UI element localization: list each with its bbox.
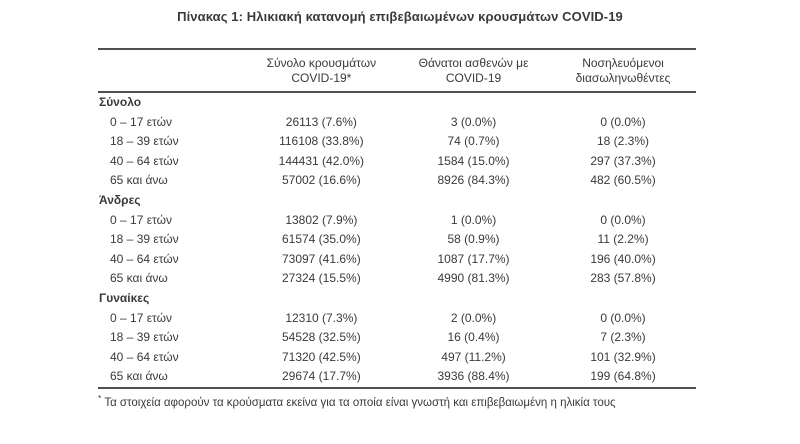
deaths-cell: 16 (0.4%) <box>447 330 500 345</box>
deaths-cell: 58 (0.9%) <box>447 232 500 247</box>
cases-cell: 13802 (7.9%) <box>285 212 358 227</box>
cases-cell: 144431 (42.0%) <box>278 153 365 168</box>
cases-cell: 29674 (17.7%) <box>281 369 361 384</box>
section-header-men: Άνδρες <box>98 191 696 211</box>
age-cell: 40 – 64 ετών <box>110 153 179 168</box>
table-row: 65 και άνω 29674 (17.7%) 3936 (88.4%) 19… <box>98 367 696 387</box>
deaths-cell: 1584 (15.0%) <box>437 153 510 168</box>
footnote-asterisk: * <box>98 393 102 403</box>
deaths-cell: 3 (0.0%) <box>450 114 497 129</box>
table-row: 0 – 17 ετών 26113 (7.6%) 3 (0.0%) 0 (0.0… <box>98 113 696 133</box>
table-row: 0 – 17 ετών 12310 (7.3%) 2 (0.0%) 0 (0.0… <box>98 309 696 329</box>
table-row: 65 και άνω 57002 (16.6%) 8926 (84.3%) 48… <box>98 171 696 191</box>
deaths-cell: 74 (0.7%) <box>447 134 500 149</box>
section-label: Άνδρες <box>99 192 141 207</box>
deaths-cell: 2 (0.0%) <box>450 310 497 325</box>
intubated-cell: 11 (2.2%) <box>597 232 649 247</box>
age-cell: 40 – 64 ετών <box>110 251 179 266</box>
intubated-cell: 101 (32.9%) <box>590 349 656 364</box>
table-title: Πίνακας 1: Ηλικιακή κατανομή επιβεβαιωμέ… <box>177 9 623 24</box>
footnote: * Τα στοιχεία αφορούν τα κρούσματα εκείνα… <box>98 391 738 410</box>
age-cell: 0 – 17 ετών <box>110 310 172 325</box>
cases-cell: 61574 (35.0%) <box>281 232 361 247</box>
cases-cell: 27324 (15.5%) <box>281 271 361 286</box>
table-row: 18 – 39 ετών 61574 (35.0%) 58 (0.9%) 11 … <box>98 230 696 250</box>
column-header-age-spacer <box>98 56 246 86</box>
table-row: 40 – 64 ετών 73097 (41.6%) 1087 (17.7%) … <box>98 250 696 270</box>
footnote-text: Τα στοιχεία αφορούν τα κρούσματα εκείνα … <box>104 396 616 409</box>
column-header-line: Νοσηλευόμενοι <box>582 56 664 70</box>
column-header-deaths: Θάνατοι ασθενών με COVID-19 <box>397 56 550 86</box>
table-row: 40 – 64 ετών 144431 (42.0%) 1584 (15.0%)… <box>98 152 696 172</box>
deaths-cell: 497 (11.2%) <box>441 349 506 364</box>
cases-cell: 26113 (7.6%) <box>285 114 357 129</box>
age-cell: 65 και άνω <box>110 271 168 286</box>
column-header-line: Θάνατοι ασθενών με <box>418 56 529 70</box>
table-header-row: Σύνολο κρουσμάτων COVID-19* Θάνατοι ασθε… <box>98 50 696 93</box>
column-header-line: Σύνολο κρουσμάτων <box>266 56 377 70</box>
intubated-cell: 0 (0.0%) <box>600 212 646 227</box>
column-header-line: COVID-19* <box>291 71 352 85</box>
intubated-cell: 297 (37.3%) <box>590 153 656 168</box>
intubated-cell: 199 (64.8%) <box>590 369 656 384</box>
age-cell: 65 και άνω <box>110 173 168 188</box>
table-body: Σύνολο 0 – 17 ετών 26113 (7.6%) 3 (0.0%)… <box>98 93 696 387</box>
section-header-total: Σύνολο <box>98 93 696 113</box>
table-row: 40 – 64 ετών 71320 (42.5%) 497 (11.2%) 1… <box>98 348 696 368</box>
section-header-women: Γυναίκες <box>98 289 696 309</box>
deaths-cell: 4990 (81.3%) <box>437 271 510 286</box>
age-cell: 0 – 17 ετών <box>110 114 172 129</box>
deaths-cell: 1 (0.0%) <box>450 212 497 227</box>
intubated-cell: 482 (60.5%) <box>590 173 656 188</box>
deaths-cell: 8926 (84.3%) <box>437 173 510 188</box>
cases-cell: 57002 (16.6%) <box>281 173 361 188</box>
age-cell: 18 – 39 ετών <box>110 330 179 345</box>
age-cell: 65 και άνω <box>110 369 168 384</box>
age-distribution-table: Σύνολο κρουσμάτων COVID-19* Θάνατοι ασθε… <box>98 48 696 389</box>
cases-cell: 12310 (7.3%) <box>285 310 358 325</box>
intubated-cell: 18 (2.3%) <box>597 134 650 149</box>
table-row: 18 – 39 ετών 54528 (32.5%) 16 (0.4%) 7 (… <box>98 328 696 348</box>
cases-cell: 116108 (33.8%) <box>279 134 364 149</box>
table-row: 65 και άνω 27324 (15.5%) 4990 (81.3%) 28… <box>98 269 696 289</box>
age-cell: 0 – 17 ετών <box>110 212 172 227</box>
intubated-cell: 0 (0.0%) <box>600 310 646 325</box>
deaths-cell: 1087 (17.7%) <box>437 251 510 266</box>
column-header-intubated: Νοσηλευόμενοι διασωληνωθέντες <box>550 56 696 86</box>
cases-cell: 71320 (42.5%) <box>281 349 361 364</box>
intubated-cell: 283 (57.8%) <box>590 271 656 286</box>
column-header-line: διασωληνωθέντες <box>575 71 671 85</box>
column-header-line: COVID-19 <box>445 71 502 85</box>
column-header-total-cases: Σύνολο κρουσμάτων COVID-19* <box>246 56 397 86</box>
intubated-cell: 196 (40.0%) <box>590 251 656 266</box>
cases-cell: 73097 (41.6%) <box>281 251 361 266</box>
age-cell: 18 – 39 ετών <box>110 232 179 247</box>
section-label: Γυναίκες <box>99 290 150 305</box>
intubated-cell: 0 (0.0%) <box>600 114 646 129</box>
cases-cell: 54528 (32.5%) <box>281 330 361 345</box>
deaths-cell: 3936 (88.4%) <box>437 369 510 384</box>
table-row: 0 – 17 ετών 13802 (7.9%) 1 (0.0%) 0 (0.0… <box>98 211 696 231</box>
age-cell: 40 – 64 ετών <box>110 349 179 364</box>
age-cell: 18 – 39 ετών <box>110 134 179 149</box>
table-row: 18 – 39 ετών 116108 (33.8%) 74 (0.7%) 18… <box>98 132 696 152</box>
section-label: Σύνολο <box>99 95 142 109</box>
intubated-cell: 7 (2.3%) <box>600 330 646 345</box>
